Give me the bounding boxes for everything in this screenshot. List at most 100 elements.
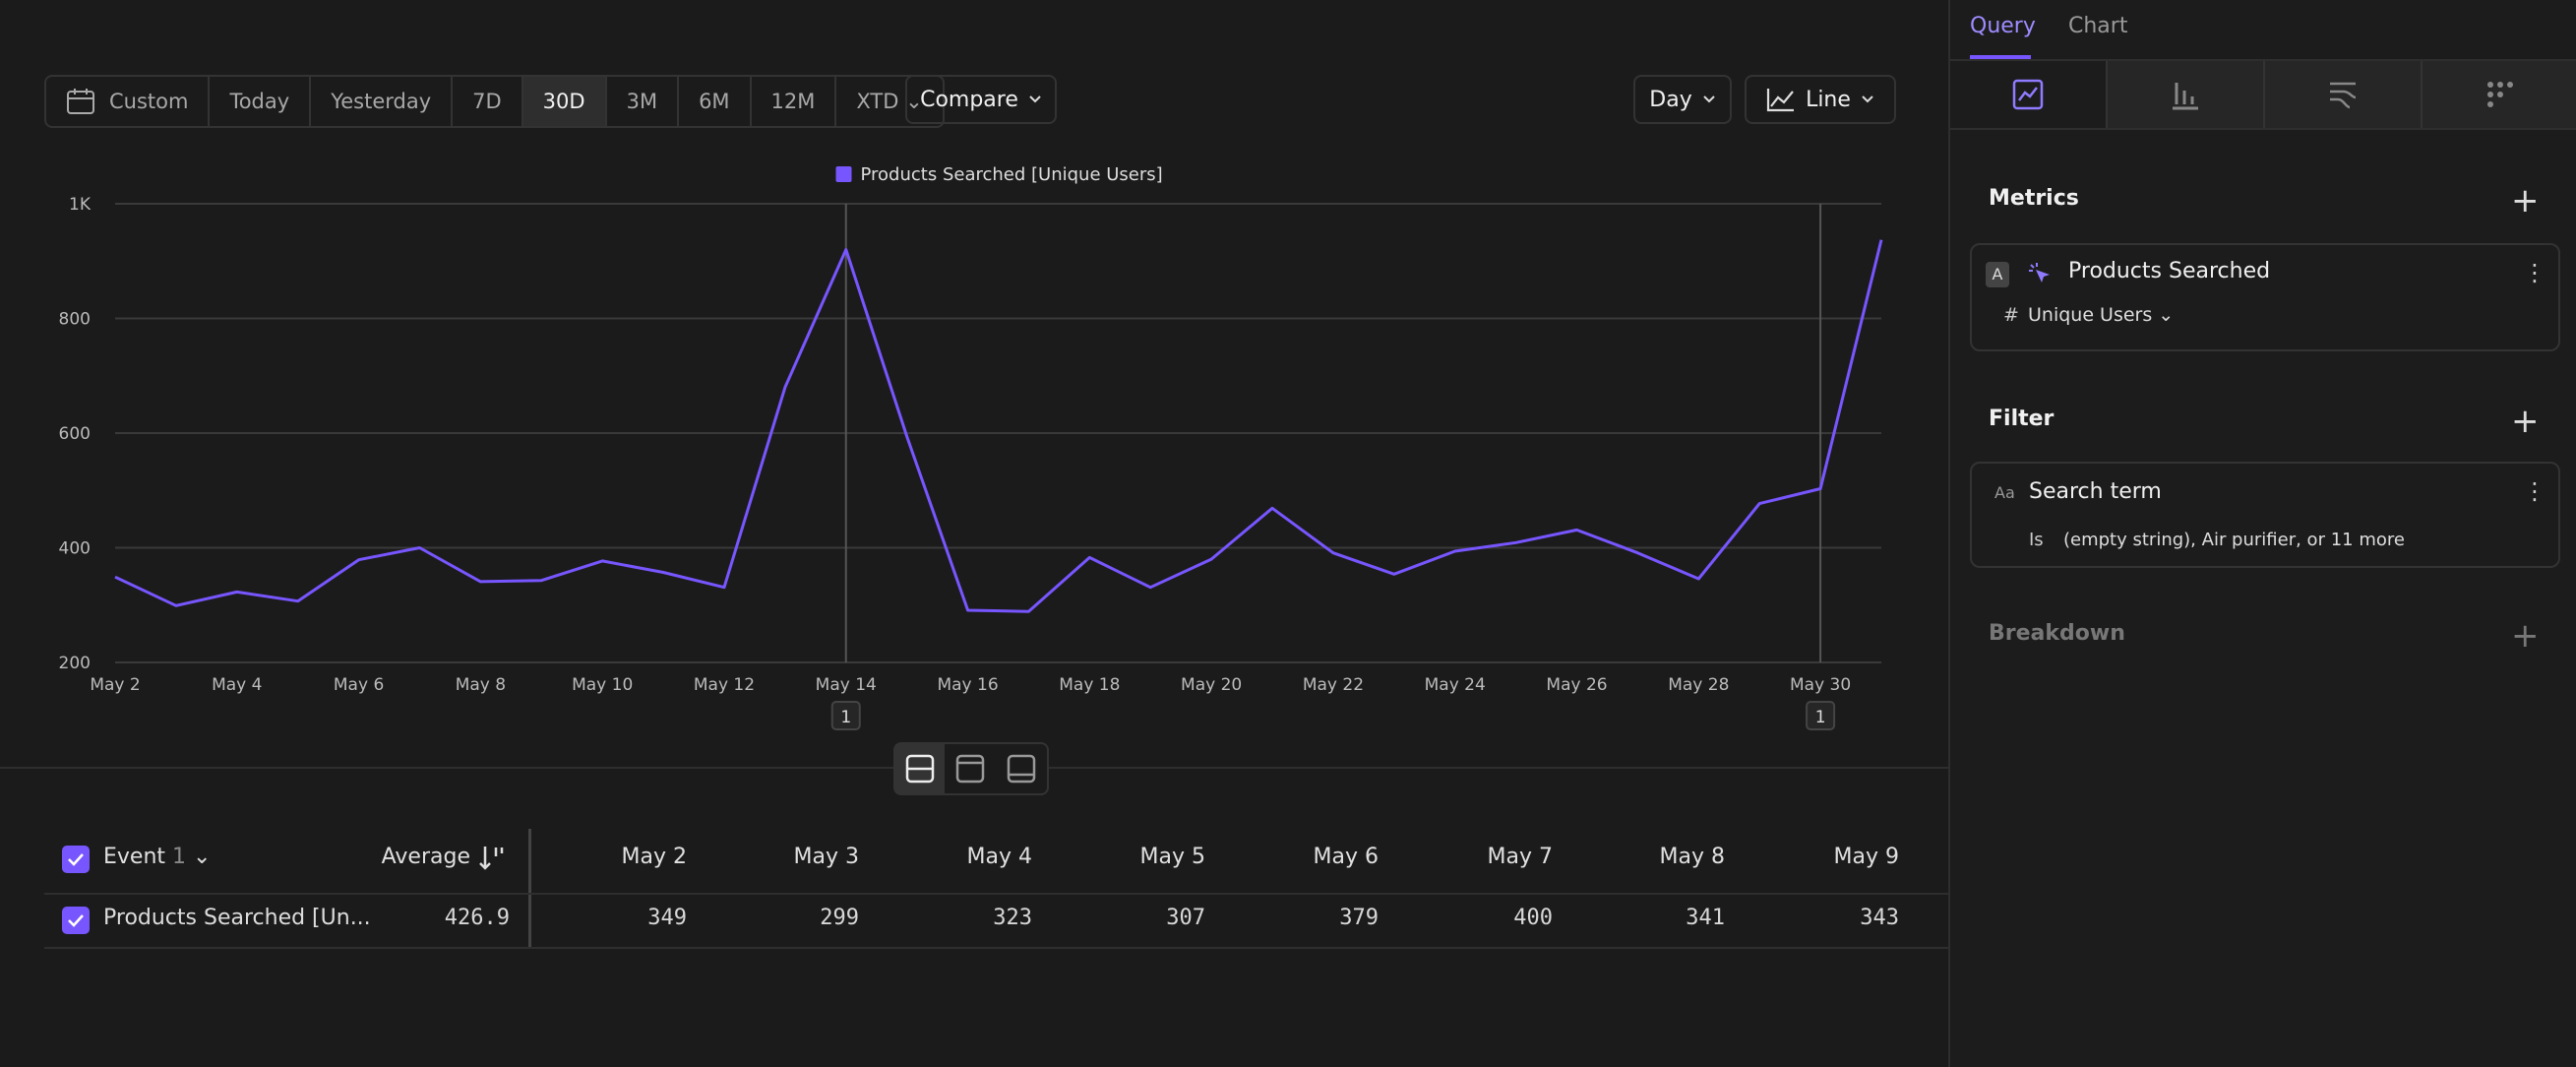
range-button[interactable]: 3M [604, 77, 677, 126]
y-tick-label: 800 [59, 310, 91, 330]
row-checkbox[interactable] [62, 907, 90, 934]
x-tick-label: May 14 [816, 675, 877, 695]
column-header: May 3 [793, 845, 859, 869]
range-button[interactable]: 7D [451, 77, 521, 126]
chevron [1029, 95, 1041, 103]
x-tick-label: May 30 [1790, 675, 1851, 695]
icon [2487, 82, 2513, 107]
add-metric[interactable]: + [2511, 181, 2540, 220]
metric-name: Products Searched [2068, 259, 2271, 283]
x-tick-label: May 28 [1668, 675, 1729, 695]
event-icon [2029, 263, 2050, 282]
chevron [1703, 95, 1715, 103]
x-tick-label: May 6 [334, 675, 384, 695]
filter-property: Search term [2029, 479, 2162, 504]
x-tick-label: May 24 [1425, 675, 1486, 695]
row-average: 426.9 [444, 906, 510, 930]
y-tick-label: 1K [69, 195, 92, 215]
chart-type-button[interactable]: Line [1745, 75, 1896, 124]
filter-card[interactable]: Aa Search term Is (empty string), Air pu… [1970, 462, 2560, 568]
cell-value: 323 [993, 906, 1032, 930]
check [68, 853, 84, 866]
tab-query[interactable]: Query [1970, 14, 2036, 38]
x-tick-label: May 10 [572, 675, 633, 695]
annotation-label: 1 [840, 708, 851, 727]
range-button[interactable]: 12M [749, 77, 835, 126]
column-header: May 4 [966, 845, 1032, 869]
date-range-selector: Custom Today Yesterday 7D 30D 3M 6M 12M XTD ⌄ [44, 75, 945, 128]
icon-line[interactable] [1950, 61, 2106, 128]
compare-button[interactable]: Compare [905, 75, 1057, 124]
x-tick-label: May 2 [90, 675, 140, 695]
tab-chart[interactable]: Chart [2068, 14, 2128, 38]
icon [905, 754, 935, 784]
column-header: May 9 [1833, 845, 1899, 869]
layout-split[interactable] [895, 744, 945, 793]
layout-toggle [893, 742, 1049, 795]
filter-operator: Is [2029, 530, 2044, 550]
column-header: May 6 [1313, 845, 1379, 869]
x-tick-label: May 16 [937, 675, 998, 695]
icon [2012, 79, 2044, 110]
annotation-box [1806, 701, 1836, 730]
x-tick-label: May 8 [456, 675, 506, 695]
range-button[interactable]: Custom [46, 77, 208, 126]
layout-chart[interactable] [945, 744, 996, 793]
cell-value: 400 [1513, 906, 1553, 930]
sort-icon[interactable] [478, 845, 508, 872]
cell-value: 349 [647, 906, 687, 930]
metric-measure[interactable]: Unique Users ⌄ [2028, 304, 2175, 326]
range-button[interactable]: 6M [677, 77, 749, 126]
icon-bar[interactable] [2106, 61, 2263, 128]
line-icon [1766, 89, 1795, 112]
range-button[interactable]: XTD ⌄ [834, 77, 942, 126]
column-header: May 5 [1139, 845, 1205, 869]
layout-table[interactable] [996, 744, 1047, 793]
filter-values: (empty string), Air purifier, or 11 more [2063, 530, 2405, 550]
chart-type-label: Line [1806, 87, 1851, 112]
add-filter[interactable]: + [2511, 402, 2540, 441]
metric-card[interactable]: A Products Searched # Unique Users ⌄ ⋮ [1970, 243, 2560, 351]
column-header: May 2 [621, 845, 687, 869]
icon [2173, 83, 2198, 110]
row-name: Products Searched [Un... [103, 906, 371, 930]
icon-grid[interactable] [2421, 61, 2576, 128]
cell-value: 299 [820, 906, 859, 930]
range-button[interactable]: Yesterday [309, 77, 451, 126]
x-tick-label: May 4 [212, 675, 262, 695]
calendar-icon [67, 89, 94, 114]
chart-type-tabs [1950, 59, 2576, 130]
metrics-title: Metrics [1989, 186, 2079, 211]
event-header-label: Event [103, 845, 166, 869]
filter-menu[interactable]: ⋮ [2523, 477, 2546, 505]
cell-value: 307 [1166, 906, 1205, 930]
x-tick-label: May 18 [1059, 675, 1120, 695]
range-button[interactable]: Today [208, 77, 309, 126]
y-tick-label: 200 [59, 654, 91, 673]
sidebar: Query Chart Metrics + A Products Searche… [1948, 0, 2576, 1067]
legend-swatch [835, 166, 852, 182]
metric-letter: A [1986, 262, 2009, 287]
icon-flow[interactable] [2263, 61, 2421, 128]
tab-underline [1970, 55, 2031, 59]
event-header[interactable]: Event 1 ⌄ [103, 845, 212, 869]
interval-button[interactable]: Day [1633, 75, 1732, 124]
metric-measure-label: Unique Users [2028, 304, 2153, 326]
cell-value: 379 [1339, 906, 1379, 930]
metric-hash: # [2003, 304, 2019, 326]
x-tick-label: May 22 [1303, 675, 1364, 695]
range-button[interactable]: 30D [521, 77, 605, 126]
annotation-box [830, 701, 861, 730]
column-divider [528, 829, 531, 949]
average-header[interactable]: Average [381, 845, 470, 869]
interval-label: Day [1649, 87, 1692, 112]
x-tick-label: May 20 [1181, 675, 1242, 695]
x-tick-label: May 12 [694, 675, 755, 695]
add-breakdown[interactable]: + [2511, 616, 2540, 656]
icon [955, 754, 985, 784]
cell-value: 341 [1686, 906, 1725, 930]
select-all-checkbox[interactable] [62, 846, 90, 873]
metric-menu[interactable]: ⋮ [2523, 259, 2546, 286]
